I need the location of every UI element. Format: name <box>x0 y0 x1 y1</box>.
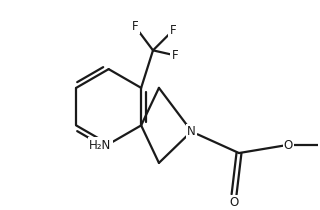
Text: F: F <box>132 20 139 33</box>
Text: F: F <box>169 24 176 37</box>
Text: O: O <box>284 139 293 152</box>
Text: O: O <box>229 196 239 209</box>
Text: H₂N: H₂N <box>89 139 112 152</box>
Text: F: F <box>172 49 178 62</box>
Text: N: N <box>187 125 196 138</box>
